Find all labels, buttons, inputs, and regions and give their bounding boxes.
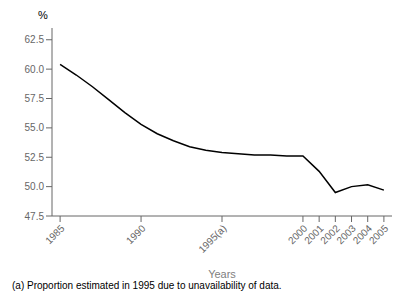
- svg-text:2001: 2001: [302, 222, 326, 247]
- svg-text:2000: 2000: [285, 222, 310, 247]
- svg-text:57.5: 57.5: [25, 93, 45, 104]
- svg-text:62.5: 62.5: [25, 34, 45, 45]
- svg-text:1985: 1985: [43, 222, 67, 246]
- svg-text:1990: 1990: [124, 222, 148, 246]
- svg-text:1995(a): 1995(a): [196, 223, 228, 255]
- svg-text:52.5: 52.5: [25, 152, 45, 163]
- svg-text:47.5: 47.5: [25, 211, 45, 222]
- svg-text:60.0: 60.0: [25, 64, 45, 75]
- svg-text:2005: 2005: [367, 222, 391, 246]
- svg-text:2004: 2004: [350, 222, 375, 247]
- svg-text:50.0: 50.0: [25, 181, 45, 192]
- html-text:(a) Proportion estimated in 19: (a) Proportion estimated in 1995 due to …: [12, 280, 282, 291]
- svg-text:2003: 2003: [334, 222, 358, 247]
- svg-text:Years: Years: [208, 268, 236, 278]
- svg-text:55.0: 55.0: [25, 122, 45, 133]
- svg-text:2002: 2002: [318, 222, 342, 247]
